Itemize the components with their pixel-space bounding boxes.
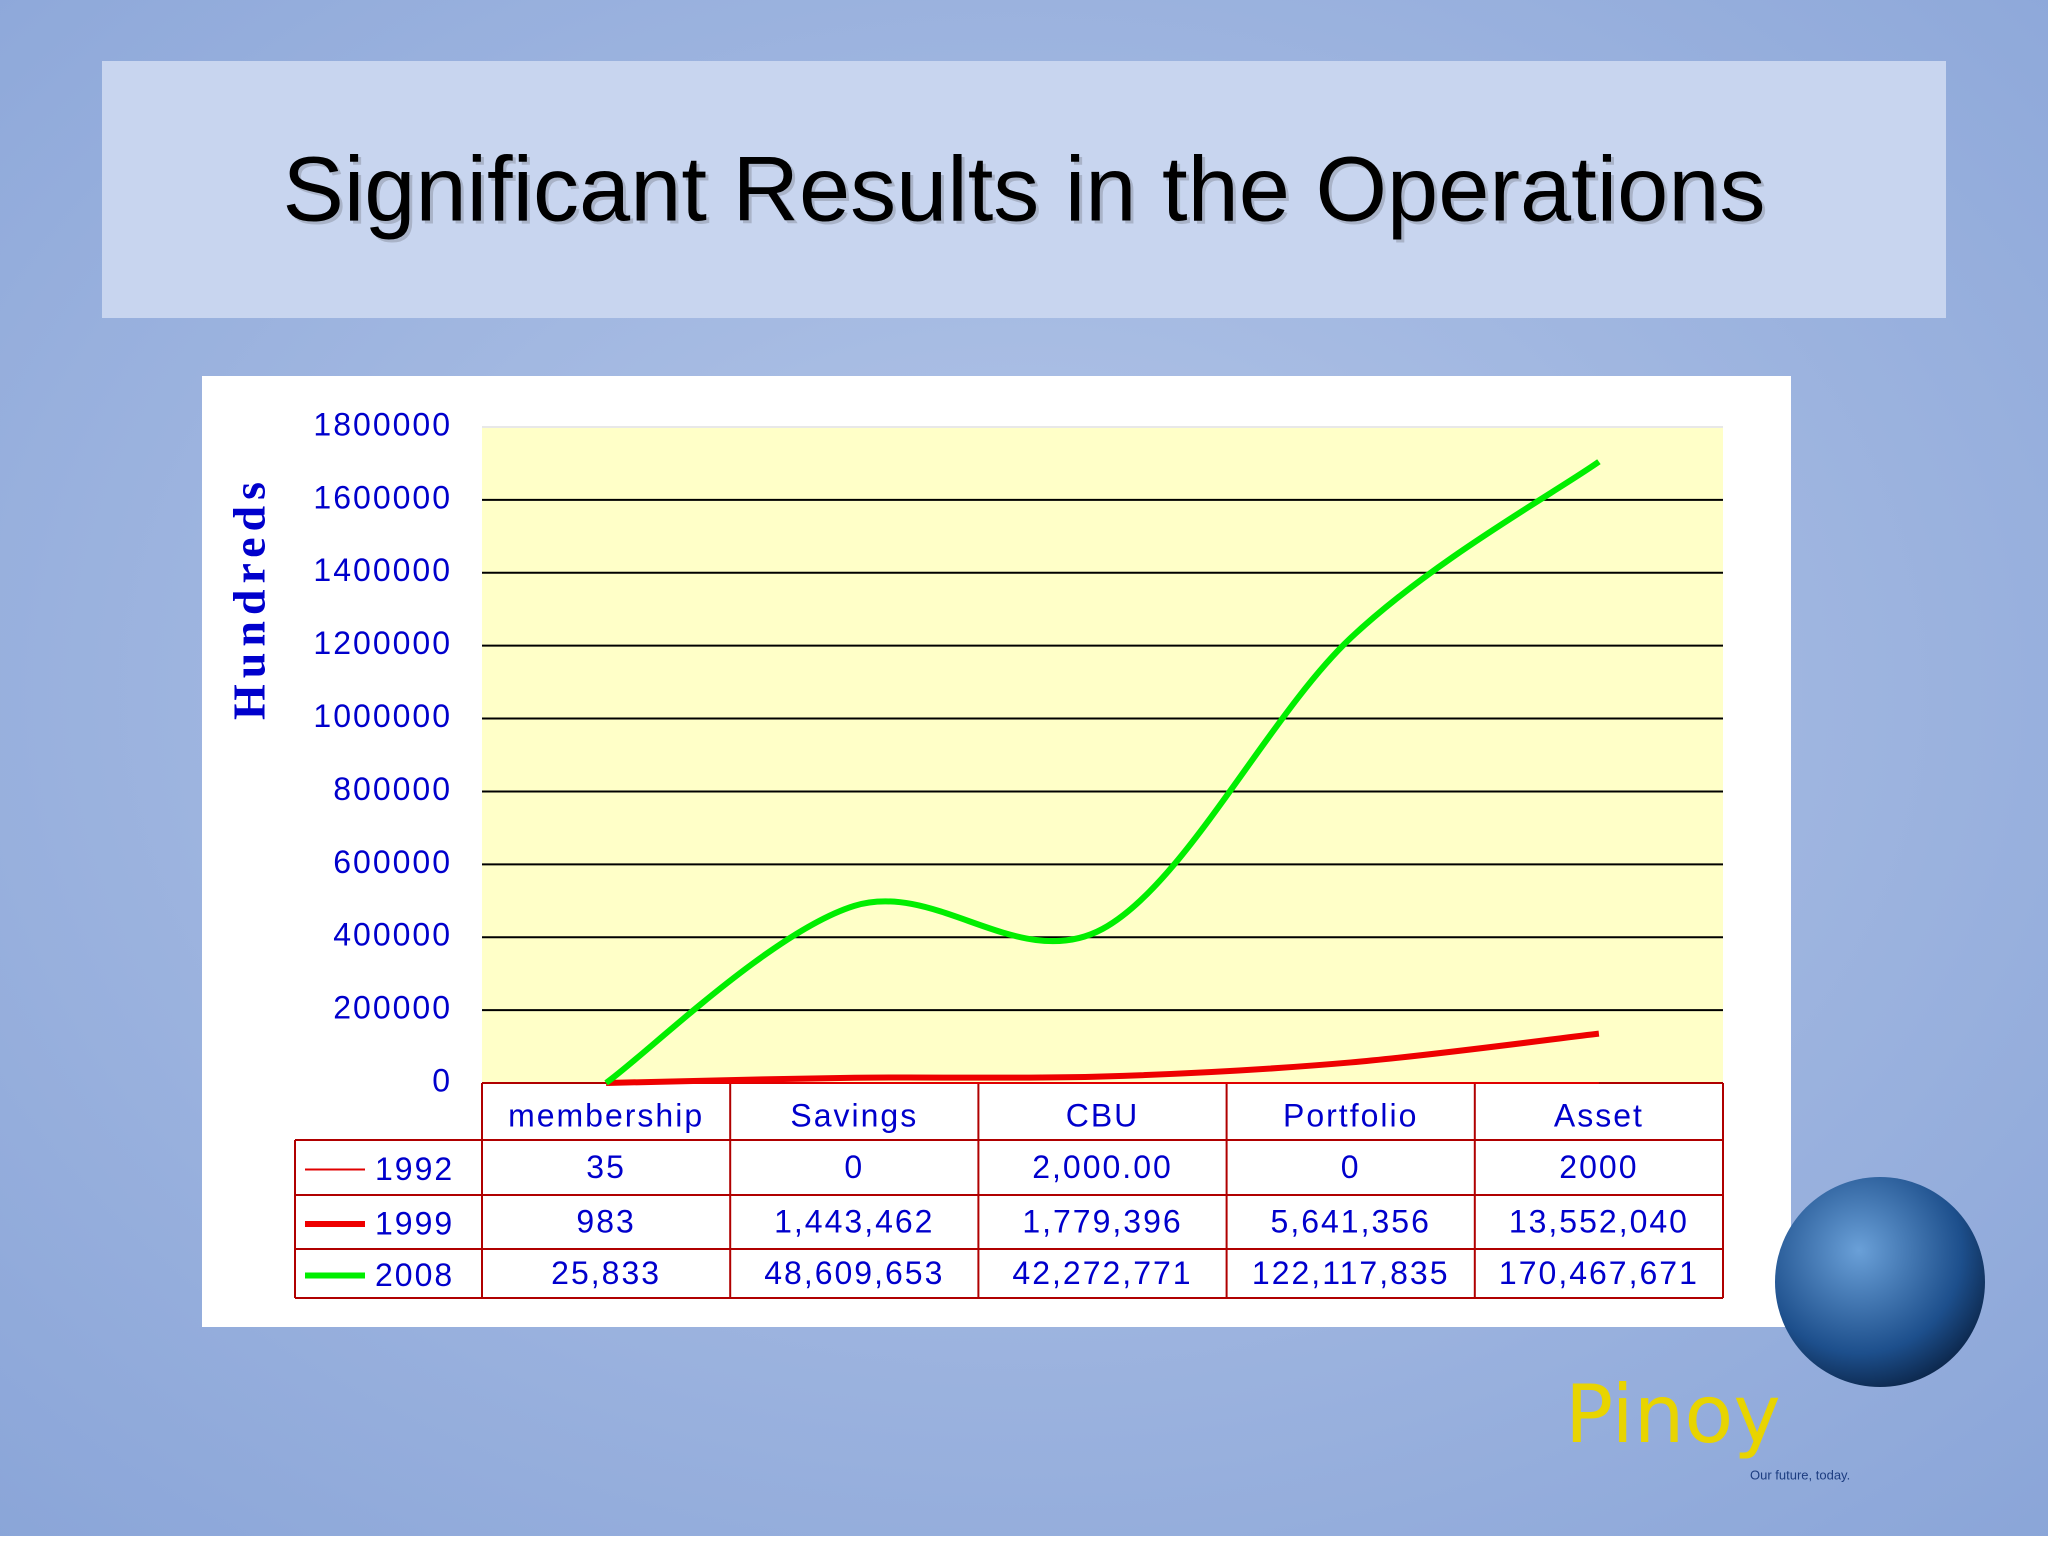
y-tick-label: 1000000 [313, 698, 452, 734]
legend-label: 1999 [375, 1205, 454, 1241]
table-value: 983 [576, 1203, 635, 1239]
logo-tagline: Our future, today. [1750, 1467, 1850, 1482]
table-value: 170,467,671 [1499, 1255, 1699, 1291]
category-label: Portfolio [1283, 1097, 1418, 1133]
table-value: 2,000.00 [1032, 1149, 1173, 1185]
plot-area [482, 427, 1723, 1083]
table-value: 2000 [1559, 1149, 1638, 1185]
table-value: 0 [844, 1149, 864, 1185]
y-tick-label: 1400000 [313, 552, 452, 588]
table-value: 25,833 [551, 1255, 661, 1291]
y-tick-label: 600000 [333, 844, 452, 880]
y-tick-label: 400000 [333, 917, 452, 953]
table-value: 42,272,771 [1012, 1255, 1192, 1291]
legend-label: 1992 [375, 1151, 454, 1187]
table-value: 35 [586, 1149, 626, 1185]
legend-label: 2008 [375, 1257, 454, 1293]
category-label: membership [508, 1097, 704, 1133]
logo-brand: Pinoy [1565, 1368, 1781, 1461]
y-tick-label: 800000 [333, 771, 452, 807]
y-tick-label: 1200000 [313, 625, 452, 661]
table-value: 5,641,356 [1271, 1203, 1431, 1239]
category-label: CBU [1066, 1097, 1140, 1133]
table-value: 122,117,835 [1252, 1255, 1450, 1291]
table-value: 0 [1341, 1149, 1361, 1185]
category-label: Savings [790, 1097, 918, 1133]
globe [1775, 1177, 1985, 1387]
y-axis-label: Hundreds [224, 476, 275, 720]
y-tick-label: 1800000 [313, 406, 452, 442]
y-tick-label: 0 [432, 1062, 452, 1098]
y-tick-label: 200000 [333, 990, 452, 1026]
chart-title: Significant Results in the Operations [282, 138, 1765, 240]
table-value: 1,779,396 [1022, 1203, 1182, 1239]
table-value: 1,443,462 [774, 1203, 934, 1239]
y-tick-label: 1600000 [313, 479, 452, 515]
table-value: 13,552,040 [1509, 1203, 1689, 1239]
category-label: Asset [1554, 1097, 1644, 1133]
table-value: 48,609,653 [764, 1255, 944, 1291]
